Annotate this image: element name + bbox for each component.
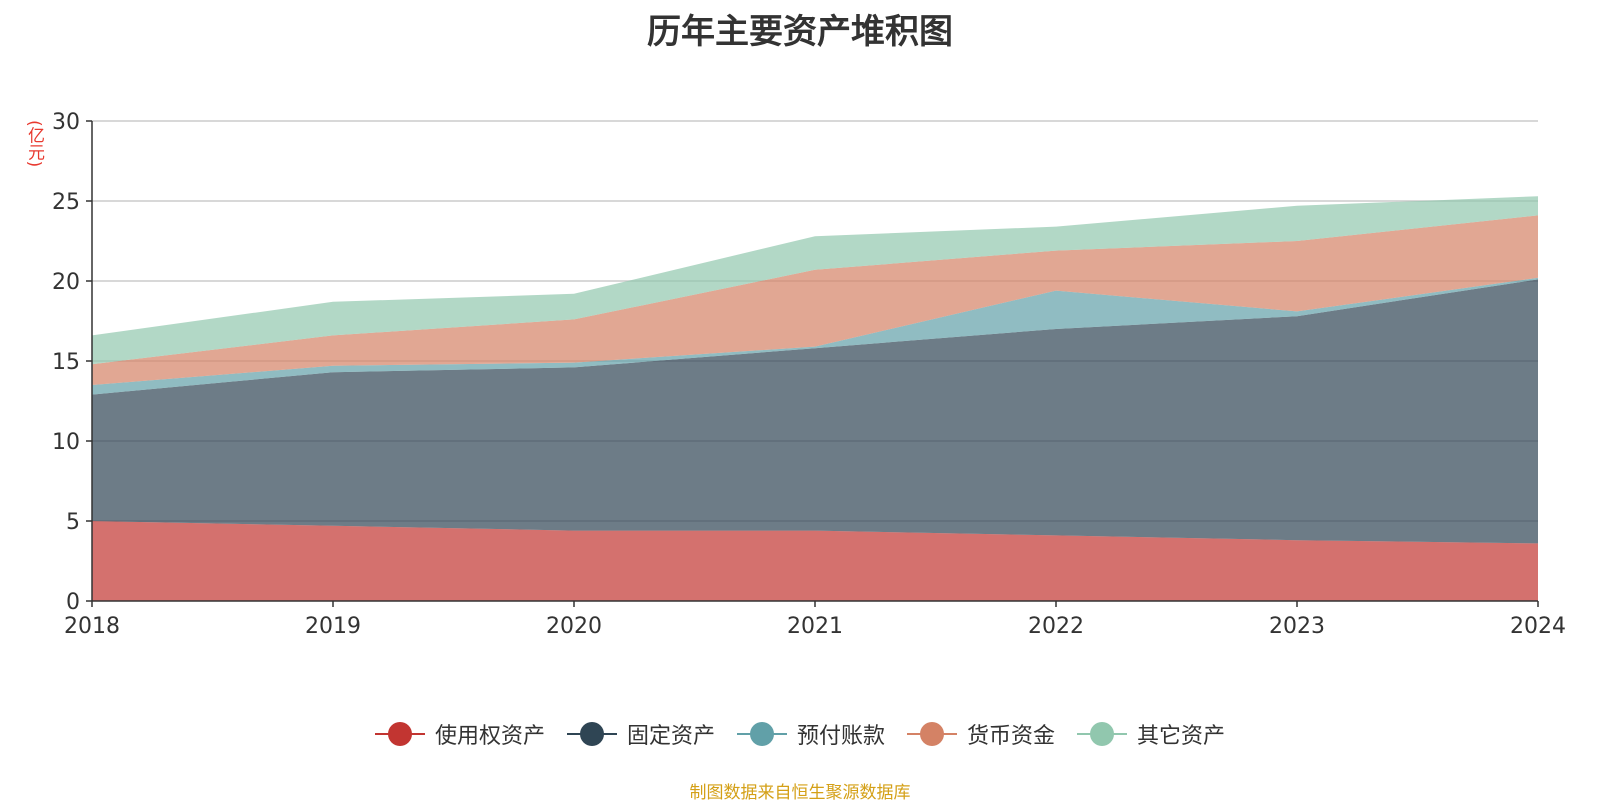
chart-title: 历年主要资产堆积图 <box>647 12 953 52</box>
legend-dot-4 <box>1090 722 1115 746</box>
data-source-note: 制图数据来自恒生聚源数据库 <box>689 783 911 803</box>
legend-dot-1 <box>579 722 604 746</box>
legend-swatch-0 <box>374 722 425 746</box>
legend-label-3: 货币资金 <box>967 724 1056 749</box>
y-tick-label-1: 5 <box>66 510 80 535</box>
legend: 使用权资产 固定资产 预付账款 货币资金 其它资产 <box>0 718 1600 750</box>
y-tick-label-4: 20 <box>52 270 80 295</box>
x-tick-label-4: 2022 <box>1028 614 1084 639</box>
legend-dot-3 <box>920 722 944 746</box>
legend-dot-2 <box>749 722 774 746</box>
stacked-area-chart: 0 5 10 15 20 25 30 2018 2019 2020 2021 2022 2023 2024 <box>52 110 1566 639</box>
x-tick-label-1: 2019 <box>305 614 361 639</box>
legend-item-1[interactable]: 固定资产 <box>566 718 715 750</box>
legend-swatch-4 <box>1077 722 1128 746</box>
legend-item-0[interactable]: 使用权资产 <box>374 718 545 750</box>
y-tick-label-6: 30 <box>52 110 80 135</box>
y-tick-label-2: 10 <box>52 430 80 455</box>
y-tick-label-3: 15 <box>52 350 80 375</box>
y-tick-label-5: 25 <box>52 190 80 215</box>
legend-label-0: 使用权资产 <box>434 724 545 749</box>
legend-item-3[interactable]: 货币资金 <box>907 718 1055 750</box>
area-series-1 <box>92 279 1538 544</box>
area-series-3 <box>92 215 1538 385</box>
y-axis-unit-label: (亿元) <box>24 120 44 168</box>
legend-dot-0 <box>387 722 412 746</box>
legend-swatch-1 <box>566 722 617 746</box>
y-tick-label-0: 0 <box>66 590 80 615</box>
legend-item-4[interactable]: 其它资产 <box>1077 718 1225 750</box>
legend-swatch-2 <box>736 722 787 746</box>
x-tick-label-5: 2023 <box>1269 614 1325 639</box>
x-tick-label-3: 2021 <box>787 614 843 639</box>
legend-label-4: 其它资产 <box>1137 724 1226 749</box>
x-tick-label-2: 2020 <box>546 614 602 639</box>
x-tick-label-6: 2024 <box>1510 614 1566 639</box>
area-series-0 <box>92 521 1538 601</box>
area-series-2 <box>92 277 1538 395</box>
x-tick-label-0: 2018 <box>64 614 120 639</box>
legend-swatch-3 <box>907 722 957 746</box>
legend-label-1: 固定资产 <box>626 724 715 749</box>
legend-item-2[interactable]: 预付账款 <box>736 718 885 750</box>
legend-label-2: 预付账款 <box>796 724 885 749</box>
area-series-4 <box>92 196 1538 365</box>
